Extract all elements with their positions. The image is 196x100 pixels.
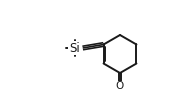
Text: Si: Si xyxy=(69,42,80,55)
Text: O: O xyxy=(116,81,124,91)
